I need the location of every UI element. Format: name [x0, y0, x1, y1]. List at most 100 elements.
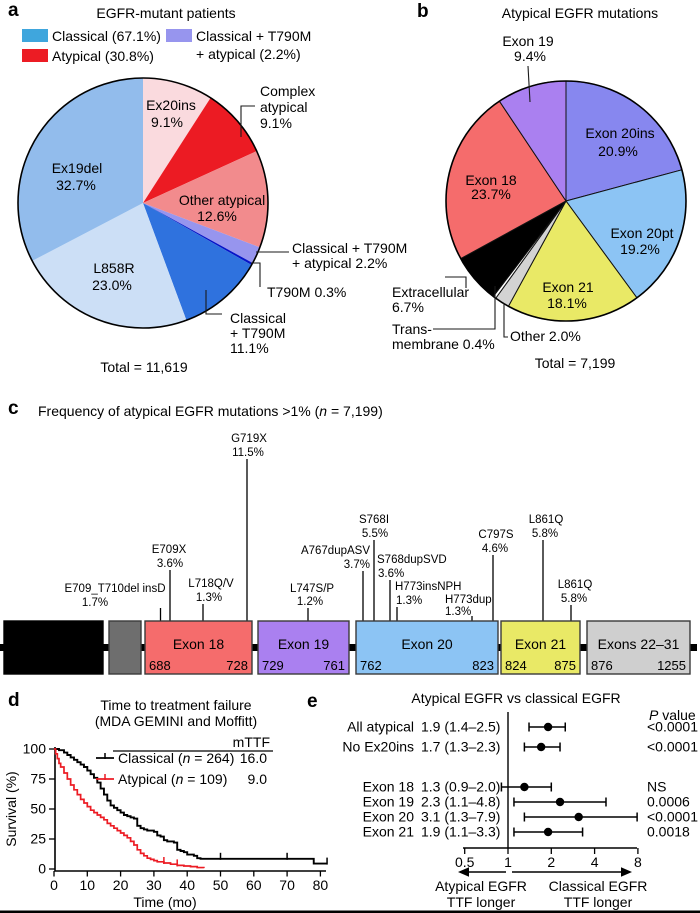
mutation-name-s768i: S768I: [359, 514, 389, 526]
pie-label-exon-20pt-line1: Exon 20pt: [610, 225, 673, 241]
panel-b-total: Total = 7,199: [535, 355, 616, 371]
pie-label-other-atypical-line1: Other atypical: [179, 192, 265, 208]
mutation-pct-e709-t710del-insd: 1.7%: [82, 597, 108, 609]
pie-label-exon-21-line1: Exon 21: [542, 279, 594, 295]
forest-x-tick-label: 1: [504, 854, 512, 870]
mutation-pct-l718q-v: 1.3%: [196, 592, 222, 604]
forest-x-tick-label: 4: [591, 854, 599, 870]
forest-row-p-exon-18: NS: [647, 779, 666, 795]
forest-row-label-exon-21: Exon 21: [363, 824, 415, 840]
forest-point-exon-20: [574, 812, 583, 822]
pie-leader-other: [503, 303, 508, 338]
mutation-pct-h773insnph: 1.3%: [396, 595, 422, 607]
pie-slice-ex19del: [17, 78, 144, 261]
mutation-name-e709-t710del-insd: E709_T710del insD: [64, 583, 165, 595]
mutation-name-l747s-p: L747S/P: [290, 583, 334, 595]
pie-label-exon-19-line2: 9.4%: [514, 48, 546, 64]
pie-label-exon-21-line2: 18.1%: [547, 295, 587, 311]
panel-e: e Atypical EGFR vs classical EGFR P valu…: [307, 690, 698, 910]
mutation-pct-g719x: 11.5%: [232, 447, 264, 459]
forest-arrow-left-label-line1: Atypical EGFR: [435, 878, 527, 894]
km-x-tick-label: 60: [246, 877, 262, 893]
domain-label-extracellular-domain-line2: domain: [31, 645, 77, 661]
legend-swatch-atypical-30-8: [22, 49, 48, 62]
domain-start-exon-21: 824: [505, 658, 527, 673]
domain-label-exons-22-31: Exons 22–31: [598, 636, 680, 652]
pie-label-l858r-line1: L858R: [93, 260, 134, 276]
forest-arrow-left-label-line2: TTF longer: [447, 894, 516, 910]
forest-row-label-no-ex20ins: No Ex20ins: [342, 739, 414, 755]
pie-label-exon-18-line2: 23.7%: [471, 186, 511, 202]
panel-c-title: Frequency of atypical EGFR mutations >1%…: [38, 403, 383, 419]
km-x-tick-label: 70: [279, 877, 295, 893]
mutation-name-h773dup: H773dup: [445, 594, 492, 606]
forest-arrow-right-label-line2: TTF longer: [564, 894, 633, 910]
forest-x-tick-label: 0.5: [455, 854, 475, 870]
mutation-name-l861q: L861Q: [529, 514, 564, 526]
pie-label-exon-20pt-line2: 19.2%: [620, 241, 660, 257]
pie-leader-classical-t790m: [205, 290, 222, 315]
km-y-axis-label: Survival (%): [3, 771, 19, 846]
legend-swatch-classical-67-1: [22, 29, 48, 42]
domain-box-exons-22-31: [586, 620, 691, 675]
forest-point-exon-19: [555, 797, 565, 807]
km-y-tick-label: 25: [30, 831, 46, 847]
mutation-pct-s768i: 5.5%: [362, 528, 388, 540]
pie-label-l858r-line2: 23.0%: [92, 277, 132, 293]
pie-leader-t790m: [251, 262, 261, 287]
domain-box-transmembrane: [108, 620, 142, 675]
mutation-pct-l861q: 5.8%: [561, 593, 587, 605]
pie-label-transmembrane-line1: Trans-: [392, 321, 432, 337]
km-plot: 0 25 50 75 100 0 10 20 30 40 50 60 70 80 mTTFClassical…: [23, 734, 329, 893]
mutation-pct-s768dupsvd: 3.6%: [378, 568, 404, 580]
pie-label-exon-20ins-line1: Exon 20ins: [585, 125, 654, 141]
mutation-name-l861q: L861Q: [558, 579, 593, 591]
forest-row-p-exon-20: <0.0001: [647, 809, 698, 825]
pie-slice-other-atypical: [143, 151, 269, 248]
domain-start-exons-22-31: 876: [591, 658, 613, 673]
domain-box-exon-20: [355, 620, 499, 675]
pie-slice-ex20ins: [143, 78, 211, 203]
forest-row-p-no-ex20ins: <0.0001: [647, 739, 698, 755]
domain-label-extracellular-domain-line1: Extracellular: [15, 629, 92, 645]
legend-label-classical-t790m-line1: Classical + T790M: [196, 28, 311, 44]
km-x-axis-label: Time (mo): [133, 894, 196, 910]
domain-box-exon-21: [500, 620, 581, 675]
domain-label-exon-20: Exon 20: [401, 636, 453, 652]
mutation-name-s768dupsvd: S768dupSVD: [377, 554, 447, 566]
forest-x-tick-label: 2: [547, 854, 555, 870]
domain-box-exon-19: [257, 620, 350, 675]
mutation-name-c797s: C797S: [478, 529, 513, 541]
pie-slice-t790m: [143, 203, 253, 266]
km-y-tick-label: 100: [23, 741, 47, 757]
mutation-pct-a767dupasv: 3.7%: [344, 559, 370, 571]
forest-row-value-exon-18: 1.3 (0.9–2.0): [421, 779, 500, 795]
panel-d: d Time to treatment failure (MDA GEMINI …: [3, 690, 328, 910]
km-axes: [54, 747, 326, 872]
mutation-name-a767dupasv: A767dupASV: [301, 545, 370, 557]
pie-leader-extracellular: [445, 276, 467, 288]
km-x-tick-label: 10: [80, 877, 96, 893]
forest-row-value-exon-21: 1.9 (1.1–3.3): [421, 824, 500, 840]
mutation-pct-c797s: 4.6%: [482, 543, 508, 555]
mutation-name-e709x: E709X: [152, 544, 187, 556]
panel-d-tag: d: [8, 690, 20, 711]
pie-label-classical-t790m-line2: + T790M: [230, 325, 285, 341]
domain-box-exon-18: [144, 620, 253, 675]
domain-start-exon-20: 762: [360, 658, 382, 673]
km-y-tick-label: 75: [30, 771, 46, 787]
panel-b-tag: b: [417, 1, 429, 22]
panel-c-tag: c: [8, 398, 19, 419]
panel-a-tag: a: [8, 0, 19, 21]
pie-label-exon-20ins-line2: 20.9%: [598, 143, 638, 159]
pie-label-classical-t790m-atypical-line2: + atypical 2.2%: [292, 255, 387, 271]
km-x-tick-label: 50: [213, 877, 229, 893]
mutation-name-h773insnph: H773insNPH: [395, 581, 461, 593]
domain-start-exon-18: 688: [149, 658, 171, 673]
km-x-tick-label: 40: [179, 877, 195, 893]
forest-p-value-header: P value: [649, 707, 696, 723]
pie-label-complex-atypical-line1: Complex: [260, 83, 315, 99]
